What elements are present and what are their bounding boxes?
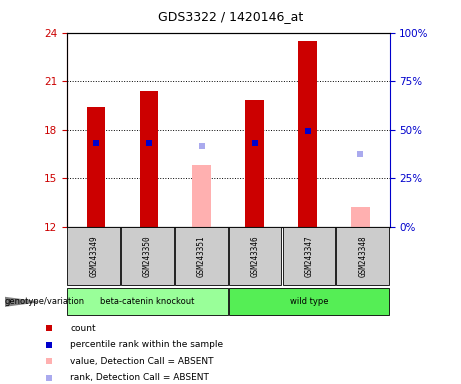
- Text: GSM243347: GSM243347: [304, 235, 313, 277]
- Text: count: count: [70, 324, 96, 333]
- Text: GSM243346: GSM243346: [251, 235, 260, 277]
- Bar: [140, 91, 158, 227]
- FancyBboxPatch shape: [67, 288, 228, 315]
- Text: value, Detection Call = ABSENT: value, Detection Call = ABSENT: [70, 357, 213, 366]
- Bar: [87, 107, 105, 227]
- Polygon shape: [5, 298, 38, 306]
- FancyBboxPatch shape: [229, 227, 282, 285]
- Text: rank, Detection Call = ABSENT: rank, Detection Call = ABSENT: [70, 373, 209, 382]
- FancyBboxPatch shape: [283, 227, 335, 285]
- Bar: [245, 100, 264, 227]
- Text: percentile rank within the sample: percentile rank within the sample: [70, 340, 223, 349]
- FancyBboxPatch shape: [121, 227, 174, 285]
- Text: GSM243351: GSM243351: [197, 235, 206, 277]
- FancyBboxPatch shape: [229, 288, 389, 315]
- FancyBboxPatch shape: [67, 227, 120, 285]
- FancyBboxPatch shape: [336, 227, 389, 285]
- Text: GSM243348: GSM243348: [358, 235, 367, 277]
- Text: wild type: wild type: [290, 297, 328, 306]
- Bar: [298, 41, 317, 227]
- Text: genotype/variation: genotype/variation: [5, 297, 85, 306]
- Text: GSM243349: GSM243349: [89, 235, 98, 277]
- Text: GDS3322 / 1420146_at: GDS3322 / 1420146_at: [158, 10, 303, 23]
- Text: GSM243350: GSM243350: [143, 235, 152, 277]
- Bar: [351, 207, 370, 227]
- Text: beta-catenin knockout: beta-catenin knockout: [100, 297, 195, 306]
- FancyBboxPatch shape: [175, 227, 228, 285]
- Bar: [193, 165, 211, 227]
